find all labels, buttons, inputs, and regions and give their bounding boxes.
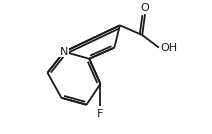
Text: N: N: [60, 47, 68, 57]
Text: F: F: [97, 109, 104, 119]
Text: O: O: [141, 3, 149, 13]
Text: OH: OH: [160, 43, 177, 53]
